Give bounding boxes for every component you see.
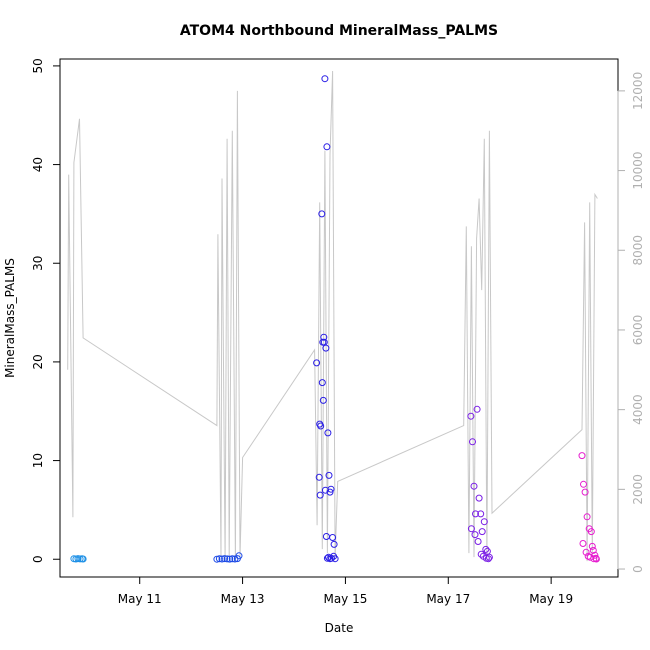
data-point xyxy=(318,210,326,218)
data-point xyxy=(228,555,236,563)
data-point xyxy=(320,338,328,346)
data-point xyxy=(588,542,596,550)
data-point xyxy=(318,379,326,387)
y-tick-label: 50 xyxy=(31,58,45,73)
data-point xyxy=(322,533,330,540)
data-point xyxy=(221,555,229,563)
points-layer xyxy=(70,75,600,563)
y-tick-label: 0 xyxy=(31,555,45,563)
x-tick-label: May 15 xyxy=(323,592,367,606)
data-point xyxy=(591,551,599,559)
y2-tick-label: 4000 xyxy=(631,394,645,425)
data-point xyxy=(592,555,600,563)
data-point xyxy=(586,553,594,561)
data-point xyxy=(213,555,221,563)
data-point xyxy=(581,488,589,496)
data-point xyxy=(319,396,327,404)
data-point xyxy=(235,552,243,560)
data-point xyxy=(483,547,491,555)
data-point xyxy=(223,555,231,563)
data-point xyxy=(325,553,332,561)
y-axis-label: MineralMass_PALMS xyxy=(3,258,17,378)
data-point xyxy=(226,555,234,563)
data-point xyxy=(321,486,329,494)
data-point xyxy=(579,540,587,547)
data-point xyxy=(326,488,334,496)
data-point xyxy=(218,555,226,563)
altitude-line xyxy=(67,70,598,562)
data-point xyxy=(474,538,482,545)
data-point xyxy=(477,510,485,518)
data-point xyxy=(320,333,328,341)
y2-tick-label: 6000 xyxy=(631,315,645,346)
y-tick-label: 40 xyxy=(31,157,45,172)
altitude-line-layer xyxy=(67,70,598,562)
data-point xyxy=(316,491,324,499)
x-axis-label: Date xyxy=(325,621,354,635)
y-axis-left: 0 10 20 30 40 50 xyxy=(31,58,61,563)
chart-title: ATOM4 Northbound MineralMass_PALMS xyxy=(180,23,498,39)
y-axis-right: 0 2000 4000 6000 8000 10000 12000 xyxy=(617,72,645,573)
data-point xyxy=(331,555,339,563)
data-point xyxy=(484,555,492,563)
y-tick-label: 30 xyxy=(31,256,45,271)
data-point xyxy=(477,550,485,558)
data-point xyxy=(470,482,478,490)
data-point xyxy=(475,494,483,502)
y-tick-label: 10 xyxy=(31,453,45,468)
x-tick-label: May 11 xyxy=(118,592,162,606)
data-point xyxy=(323,143,331,151)
x-tick-label: May 17 xyxy=(426,592,470,606)
data-point xyxy=(325,471,333,479)
data-point xyxy=(589,546,597,554)
data-point xyxy=(76,555,84,563)
data-point xyxy=(583,513,591,521)
y2-tick-label: 2000 xyxy=(631,474,645,505)
data-point xyxy=(313,359,321,367)
data-point xyxy=(478,528,486,536)
data-point xyxy=(472,510,479,518)
data-point xyxy=(215,555,223,563)
y2-tick-label: 10000 xyxy=(631,151,645,189)
data-point xyxy=(321,75,329,83)
data-point xyxy=(323,554,331,562)
data-point xyxy=(328,554,335,562)
data-point xyxy=(467,412,475,420)
y2-tick-label: 8000 xyxy=(631,235,645,266)
x-axis: May 11 May 13 May 15 May 17 May 19 xyxy=(118,576,573,606)
data-point xyxy=(471,531,479,539)
y-tick-label: 20 xyxy=(31,354,45,369)
data-point xyxy=(590,555,598,563)
data-point xyxy=(79,555,87,563)
data-point xyxy=(480,518,488,526)
y2-tick-label: 0 xyxy=(631,565,645,573)
data-point xyxy=(587,528,595,536)
data-point xyxy=(582,548,590,556)
data-point xyxy=(467,525,475,533)
plot-frame xyxy=(59,58,619,578)
y2-tick-label: 12000 xyxy=(631,72,645,110)
data-point xyxy=(469,438,476,446)
data-point xyxy=(578,452,586,460)
data-point xyxy=(315,473,323,481)
data-point xyxy=(580,480,587,488)
x-tick-label: May 19 xyxy=(529,592,573,606)
data-point xyxy=(482,545,490,553)
data-point xyxy=(473,405,481,413)
data-point xyxy=(317,422,325,430)
data-point xyxy=(330,540,338,548)
data-point xyxy=(324,429,332,437)
x-tick-label: May 13 xyxy=(221,592,265,606)
